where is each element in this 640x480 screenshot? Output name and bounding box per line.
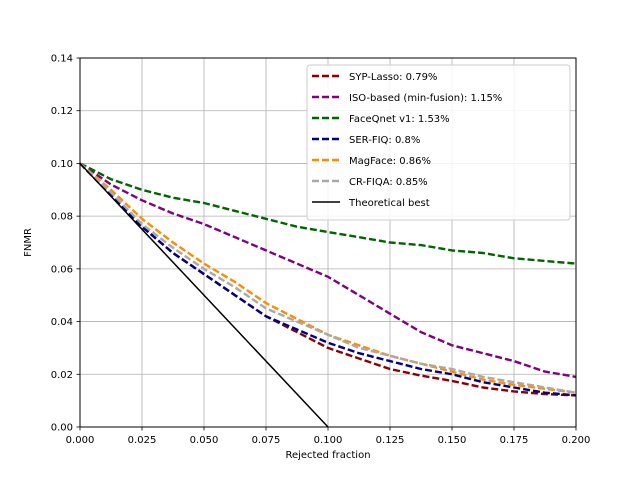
y-tick-label: 0.06	[51, 264, 73, 275]
series-line-3	[79, 162, 577, 397]
series-line-1	[79, 162, 577, 379]
series-line-6	[79, 162, 329, 428]
y-tick-label: 0.04	[51, 317, 73, 328]
x-tick-label: 0.050	[190, 435, 219, 446]
y-axis-label: FNMR	[23, 228, 34, 257]
x-tick-label: 0.100	[314, 435, 343, 446]
series-line-2	[79, 162, 577, 265]
legend-label: FaceQnet v1: 1.53%	[349, 114, 450, 125]
legend-label: SER-FIQ: 0.8%	[349, 135, 420, 146]
legend: SYP-Lasso: 0.79% ISO-based (min-fusion): …	[306, 64, 571, 221]
x-tick-label: 0.150	[438, 435, 467, 446]
y-tick-label: 0.12	[51, 106, 73, 117]
x-tick-label: 0.175	[500, 435, 529, 446]
y-tick-label: 0.00	[51, 423, 73, 434]
legend-label: SYP-Lasso: 0.79%	[349, 72, 437, 83]
legend-label: CR-FIQA: 0.85%	[349, 177, 428, 188]
legend-label: Theoretical best	[348, 198, 430, 209]
legend-box	[306, 64, 571, 221]
x-tick-label: 0.000	[66, 435, 95, 446]
series-line-5	[79, 162, 577, 394]
legend-label: ISO-based (min-fusion): 1.15%	[349, 93, 502, 104]
y-tick-label: 0.10	[51, 159, 73, 170]
y-tick-label: 0.08	[51, 212, 73, 223]
axis-ticks: 0.000 0.025 0.050 0.075 0.100 0.125 0.150 0.175…	[51, 54, 591, 447]
legend-label: MagFace: 0.86%	[349, 156, 431, 167]
series-lines	[79, 162, 577, 428]
x-tick-label: 0.025	[128, 435, 157, 446]
y-tick-label: 0.14	[51, 54, 73, 65]
x-axis-label: Rejected fraction	[285, 450, 370, 461]
x-tick-label: 0.200	[562, 435, 591, 446]
x-tick-label: 0.125	[376, 435, 405, 446]
x-tick-label: 0.075	[252, 435, 281, 446]
y-tick-label: 0.02	[51, 370, 73, 381]
